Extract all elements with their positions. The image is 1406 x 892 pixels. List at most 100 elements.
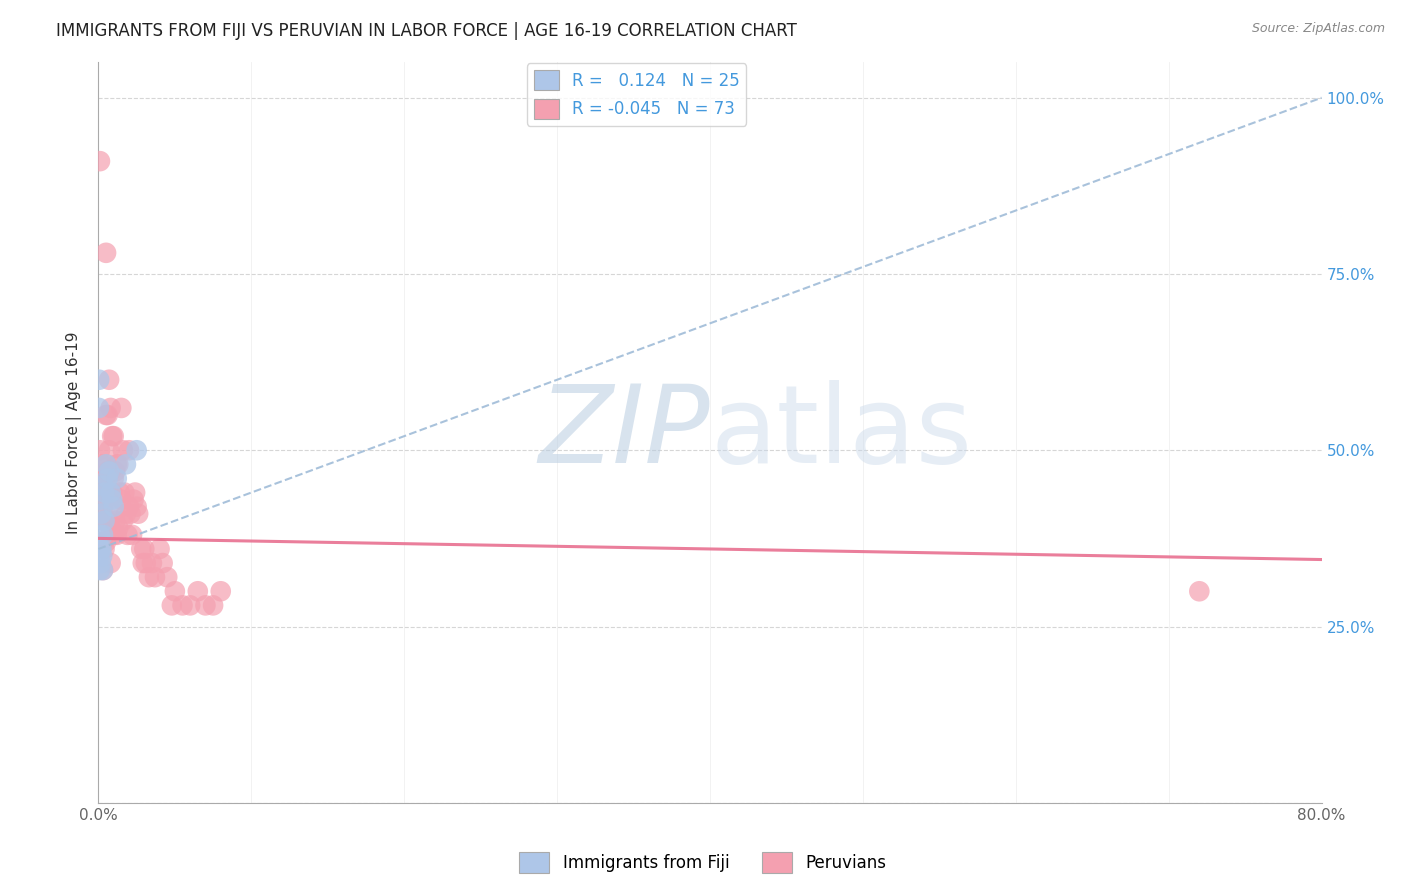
Point: [89, 154, 111, 169]
Point: [93, 471, 115, 485]
Point: [104, 464, 127, 478]
Point: [115, 507, 138, 521]
Point: [115, 458, 138, 472]
Point: [103, 471, 125, 485]
Point: [103, 429, 125, 443]
Point: [101, 492, 124, 507]
Point: [91, 549, 114, 563]
Point: [110, 401, 132, 415]
Y-axis label: In Labor Force | Age 16-19: In Labor Force | Age 16-19: [66, 331, 83, 534]
Point: [89, 541, 111, 556]
Point: [121, 528, 143, 542]
Point: [93, 541, 115, 556]
Point: [89, 373, 111, 387]
Point: [94, 458, 117, 472]
Point: [149, 541, 172, 556]
Point: [105, 458, 128, 472]
Point: [94, 408, 117, 422]
Point: [90, 485, 112, 500]
Point: [118, 443, 141, 458]
Point: [97, 408, 120, 422]
Point: [98, 500, 121, 514]
Point: [101, 485, 124, 500]
Point: [90, 556, 112, 570]
Text: atlas: atlas: [710, 380, 972, 485]
Point: [93, 514, 115, 528]
Point: [98, 373, 121, 387]
Point: [141, 556, 163, 570]
Point: [105, 471, 128, 485]
Point: [129, 541, 152, 556]
Point: [91, 563, 114, 577]
Point: [94, 245, 117, 260]
Point: [97, 514, 120, 528]
Point: [87, 401, 110, 415]
Point: [91, 471, 114, 485]
Point: [91, 478, 114, 492]
Point: [152, 556, 174, 570]
Point: [202, 599, 225, 613]
Point: [91, 535, 114, 549]
Point: [100, 401, 122, 415]
Point: [112, 485, 135, 500]
Point: [135, 556, 157, 570]
Point: [132, 556, 155, 570]
Point: [91, 528, 114, 542]
Point: [94, 485, 117, 500]
Point: [111, 514, 134, 528]
Point: [163, 584, 186, 599]
Point: [107, 521, 129, 535]
Text: Source: ZipAtlas.com: Source: ZipAtlas.com: [1251, 22, 1385, 36]
Point: [138, 570, 160, 584]
Point: [101, 429, 124, 443]
Point: [89, 563, 111, 577]
Point: [94, 458, 117, 472]
Point: [172, 599, 194, 613]
Point: [179, 599, 201, 613]
Point: [93, 485, 115, 500]
Point: [105, 528, 128, 542]
Point: [89, 528, 111, 542]
Text: ZIP: ZIP: [538, 380, 710, 485]
Point: [143, 570, 166, 584]
Point: [194, 599, 217, 613]
Point: [90, 541, 112, 556]
Point: [98, 464, 121, 478]
Point: [91, 500, 114, 514]
Point: [103, 528, 125, 542]
Point: [100, 485, 122, 500]
Point: [89, 549, 111, 563]
Point: [104, 514, 127, 528]
Point: [120, 507, 142, 521]
Legend: R =   0.124   N = 25, R = -0.045   N = 73: R = 0.124 N = 25, R = -0.045 N = 73: [527, 63, 747, 126]
Point: [98, 443, 121, 458]
Point: [100, 521, 122, 535]
Point: [209, 584, 232, 599]
Legend: Immigrants from Fiji, Peruvians: Immigrants from Fiji, Peruvians: [513, 846, 893, 880]
Point: [111, 443, 134, 458]
Point: [90, 507, 112, 521]
Point: [100, 464, 122, 478]
Point: [125, 443, 148, 458]
Point: [89, 492, 111, 507]
Point: [103, 500, 125, 514]
Point: [97, 471, 120, 485]
Point: [117, 528, 139, 542]
Point: [1188, 584, 1211, 599]
Point: [118, 500, 141, 514]
Point: [110, 492, 132, 507]
Point: [97, 464, 120, 478]
Point: [187, 584, 209, 599]
Point: [107, 458, 129, 472]
Point: [156, 570, 179, 584]
Point: [93, 514, 115, 528]
Text: IMMIGRANTS FROM FIJI VS PERUVIAN IN LABOR FORCE | AGE 16-19 CORRELATION CHART: IMMIGRANTS FROM FIJI VS PERUVIAN IN LABO…: [56, 22, 797, 40]
Point: [127, 507, 149, 521]
Point: [108, 485, 131, 500]
Point: [94, 535, 117, 549]
Point: [91, 563, 114, 577]
Point: [160, 599, 183, 613]
Point: [100, 556, 122, 570]
Point: [90, 535, 112, 549]
Point: [90, 458, 112, 472]
